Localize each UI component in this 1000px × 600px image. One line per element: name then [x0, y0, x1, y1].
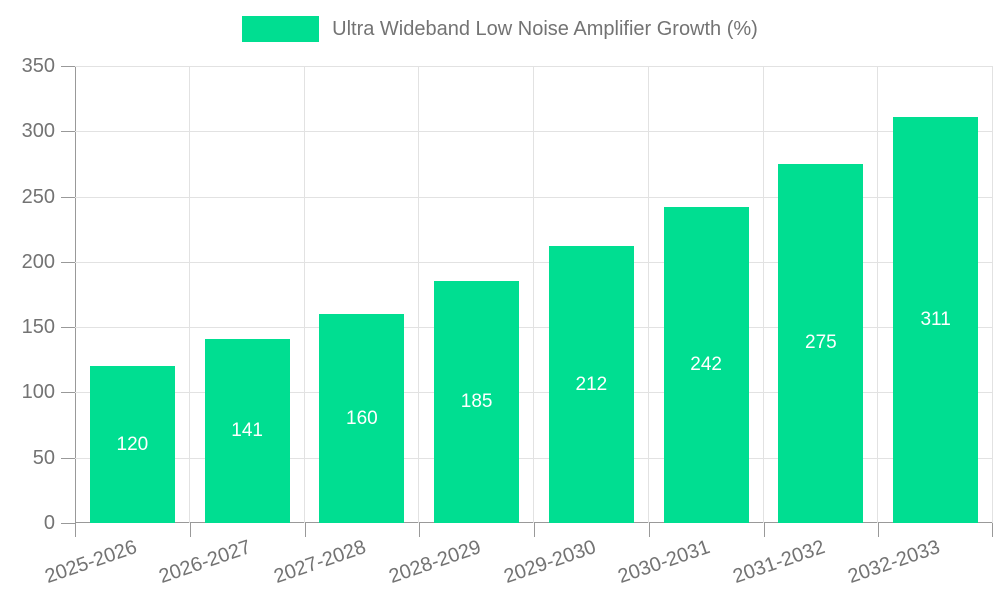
bar-2028-2029: 185 [434, 281, 520, 523]
x-axis-label: 2028-2029 [386, 536, 484, 588]
y-axis-tick [61, 66, 75, 67]
bar-2025-2026: 120 [89, 366, 175, 523]
x-axis-label: 2031-2032 [730, 536, 829, 588]
legend-swatch [242, 16, 320, 42]
chart-legend[interactable]: Ultra Wideband Low Noise Amplifier Growt… [0, 16, 1000, 42]
y-axis-label: 150 [21, 316, 55, 339]
bar-value-label: 185 [460, 391, 493, 413]
x-axis-label: 2025-2026 [41, 536, 140, 588]
x-axis-tick [534, 523, 535, 537]
y-axis-label: 250 [21, 185, 55, 208]
bar-value-label: 242 [690, 354, 722, 376]
x-axis-tick [75, 523, 76, 537]
x-axis-label: 2030-2031 [615, 536, 714, 588]
horizontal-gridline [75, 131, 993, 133]
x-axis-tick [189, 523, 191, 537]
vertical-gridline [762, 66, 764, 523]
x-axis-tick [878, 523, 880, 537]
x-axis-label: 2032-2033 [845, 536, 943, 588]
legend-label: Ultra Wideband Low Noise Amplifier Growt… [332, 18, 758, 40]
vertical-gridline [877, 66, 879, 523]
vertical-gridline [992, 66, 993, 523]
x-axis-label: 2029-2030 [500, 536, 599, 588]
vertical-gridline [303, 66, 305, 523]
x-axis-label: 2026-2027 [156, 536, 255, 588]
vertical-gridline [418, 66, 420, 523]
x-axis-label: 2027-2028 [271, 536, 370, 588]
y-axis-label: 350 [21, 55, 55, 77]
x-axis-tick [304, 523, 306, 537]
bar-2030-2031: 242 [663, 207, 749, 523]
vertical-gridline [647, 66, 649, 523]
y-axis-label: 200 [21, 250, 55, 273]
y-axis-label: 0 [43, 512, 55, 534]
x-axis-tick [419, 523, 421, 537]
vertical-gridline [533, 66, 534, 523]
bar-value-label: 311 [920, 308, 951, 330]
horizontal-gridline [75, 196, 993, 198]
bar-2031-2032: 275 [778, 163, 864, 523]
x-axis-tick [648, 523, 650, 537]
bar-chart-plot-area: 0 50 100 150 200 250 300 350 120 2025-2026 141 2026… [22, 56, 993, 588]
bar-2027-2028: 160 [319, 314, 405, 523]
horizontal-gridline [75, 66, 993, 67]
x-axis-tick [992, 523, 993, 537]
bar-value-label: 141 [231, 419, 263, 441]
horizontal-gridline [75, 457, 993, 459]
y-axis-tick [61, 261, 75, 263]
bar-value-label: 212 [575, 373, 608, 395]
bar-value-label: 160 [346, 407, 378, 429]
y-axis-tick [61, 327, 75, 329]
y-axis-tick [61, 523, 75, 524]
vertical-gridline [188, 66, 190, 523]
y-axis-tick [61, 457, 75, 459]
y-axis-label: 50 [32, 446, 55, 469]
y-axis-label: 300 [21, 120, 55, 143]
y-axis-tick [61, 196, 75, 198]
bar-value-label: 120 [116, 433, 149, 455]
y-axis-tick [61, 131, 75, 133]
x-axis-line [75, 522, 993, 523]
y-axis-label: 100 [21, 381, 55, 404]
bar-2032-2033: 311 [893, 116, 979, 523]
y-axis-line [75, 66, 76, 523]
horizontal-gridline [75, 327, 993, 329]
horizontal-gridline [75, 261, 993, 263]
y-axis-tick [61, 392, 75, 394]
bar-2029-2030: 212 [548, 246, 634, 523]
x-axis-tick [763, 523, 765, 537]
bar-2026-2027: 141 [204, 338, 290, 523]
horizontal-gridline [75, 392, 993, 394]
bar-value-label: 275 [805, 332, 837, 354]
